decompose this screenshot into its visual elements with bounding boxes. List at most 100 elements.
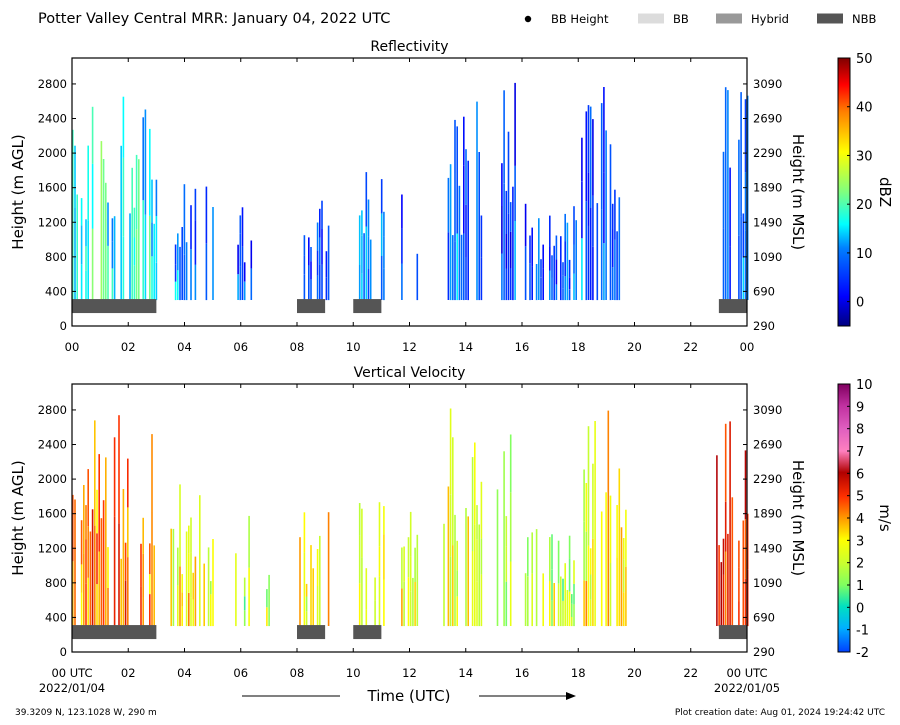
echo-column	[72, 415, 155, 627]
echo-streak	[365, 568, 368, 588]
echo-streak	[310, 247, 312, 262]
echo-streak	[501, 163, 503, 206]
echo-streak	[185, 531, 188, 627]
echo-streak	[454, 514, 456, 626]
echo-streak	[151, 434, 153, 513]
echo-streak	[369, 239, 372, 301]
echo-streak	[416, 253, 419, 301]
echo-streak	[535, 529, 538, 627]
echo-streak	[573, 583, 575, 605]
colorbar-tick-label: 1	[856, 579, 864, 594]
echo-streak	[177, 547, 179, 586]
echo-streak	[135, 229, 138, 301]
y2-tick-label: 2690	[753, 112, 782, 126]
echo-streak	[505, 516, 508, 547]
echo-streak	[414, 547, 416, 582]
echo-streak	[113, 437, 116, 517]
echo-streak	[551, 534, 553, 570]
echo-streak	[383, 268, 385, 301]
x-tick-label: 16	[515, 340, 530, 354]
echo-column	[72, 96, 158, 301]
echo-streak	[600, 511, 603, 627]
echo-streak	[194, 264, 197, 300]
echo-streak	[72, 561, 74, 627]
echo-streak	[181, 574, 183, 593]
echo-streak	[96, 584, 98, 626]
echo-streak	[237, 244, 239, 275]
echo-streak	[456, 233, 458, 301]
echo-streak	[321, 264, 323, 301]
echo-streak	[454, 241, 456, 301]
colorbar: -2 -1 0 1 2 3 4 5 6 7 8 9 10 m/s	[837, 378, 894, 661]
start-date: 2022/01/04	[39, 681, 105, 695]
echo-streak	[542, 268, 544, 300]
echo-streak	[107, 588, 109, 627]
colorbar-tick-label: 10	[856, 247, 873, 262]
y-tick-label: 2400	[38, 438, 67, 452]
y2-tick-label: 290	[753, 319, 775, 333]
echo-streak	[194, 556, 197, 627]
echo-streak	[365, 587, 368, 610]
echo-streak	[179, 566, 181, 627]
echo-streak	[449, 164, 452, 301]
echo-streak	[367, 199, 370, 237]
echo-streak	[476, 505, 478, 540]
echo-streak	[401, 547, 403, 589]
x-tick-label: 22	[683, 340, 698, 354]
echo-streak	[531, 266, 533, 300]
echo-streak	[581, 238, 583, 301]
echo-streak	[458, 185, 461, 301]
echo-streak	[724, 423, 727, 502]
echo-column	[235, 515, 250, 627]
echo-streak	[407, 537, 410, 578]
echo-streak	[616, 557, 618, 627]
colorbar-tick-label: -2	[856, 646, 869, 661]
echo-streak	[365, 172, 368, 227]
echo-streak	[183, 184, 186, 255]
echo-streak	[111, 268, 114, 300]
echo-streak	[456, 540, 458, 571]
echo-streak	[716, 455, 718, 626]
echo-streak	[505, 234, 508, 269]
echo-streak	[361, 557, 363, 627]
echo-streak	[239, 266, 242, 301]
echo-streak	[129, 213, 131, 301]
echo-streak	[740, 216, 742, 301]
echo-streak	[562, 288, 564, 301]
echo-streak	[616, 505, 618, 558]
x-tick-label: 18	[571, 340, 586, 354]
echo-streak	[524, 595, 527, 626]
echo-streak	[587, 426, 590, 546]
echo-streak	[207, 547, 210, 627]
echo-streak	[471, 551, 474, 626]
echo-streak	[210, 594, 212, 611]
echo-streak	[100, 141, 103, 301]
time-axis-label: Time (UTC)	[367, 687, 451, 705]
echo-streak	[127, 458, 129, 508]
echo-streak	[243, 281, 246, 301]
echo-streak	[243, 262, 246, 282]
echo-streak	[622, 538, 625, 560]
echo-streak	[85, 583, 87, 627]
echo-streak	[583, 521, 585, 581]
echo-streak	[603, 172, 605, 244]
echo-column	[170, 484, 214, 627]
echo-streak	[305, 596, 308, 612]
y2-axis-label: Height (m MSL)	[789, 460, 807, 576]
echo-streak	[585, 531, 588, 581]
echo-streak	[85, 270, 87, 300]
colorbar-tick-label: -1	[856, 624, 869, 639]
echo-streak	[731, 497, 734, 626]
x-tick-label: 08	[290, 666, 305, 680]
echo-streak	[564, 213, 566, 242]
echo-streak	[155, 262, 158, 301]
echo-streak	[170, 528, 172, 627]
echo-streak	[609, 144, 612, 301]
echo-streak	[507, 131, 510, 214]
echo-streak	[724, 501, 727, 552]
echo-streak	[553, 583, 555, 627]
echo-streak	[358, 503, 361, 536]
echo-column	[401, 194, 419, 301]
echo-streak	[113, 516, 116, 627]
echo-streak	[727, 90, 729, 300]
